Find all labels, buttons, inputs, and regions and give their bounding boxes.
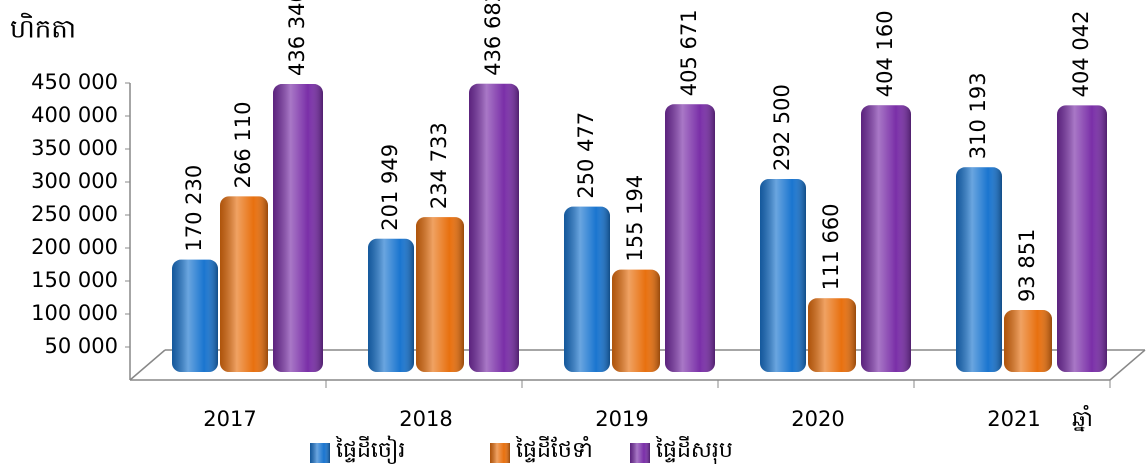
bar-shine — [861, 105, 911, 373]
bar-shine — [956, 167, 1002, 372]
x-tick-label: 2019 — [595, 407, 648, 431]
y-tick-label: 350 000 — [31, 136, 118, 160]
x-tick-label: 2020 — [791, 407, 844, 431]
legend-label: ផ្ទៃដីសរុប — [655, 436, 733, 464]
x-tick-label: 2018 — [399, 407, 452, 431]
bar-shine — [1057, 105, 1107, 373]
bar-shine — [172, 259, 218, 372]
y-tick-label: 150 000 — [31, 268, 118, 292]
x-tick-label: 2021 — [987, 407, 1040, 431]
value-label: 155 194 — [623, 175, 647, 262]
value-label: 234 733 — [427, 122, 451, 209]
y-tick-label: 50 000 — [45, 334, 118, 358]
value-label: 266 110 — [231, 102, 255, 189]
value-label: 310 193 — [966, 72, 990, 159]
bar-shine — [665, 104, 715, 372]
y-tick-label: 400 000 — [31, 103, 118, 127]
legend-swatch-shine — [630, 443, 650, 463]
legend-label: ផ្ទៃដីថែទាំ — [515, 436, 593, 463]
value-label: 405 671 — [677, 9, 701, 96]
bar-shine — [220, 196, 268, 372]
bar-shine — [1004, 310, 1052, 372]
value-label: 436 682 — [481, 0, 505, 76]
x-axis-label: ឆ្នាំ — [1072, 405, 1093, 432]
bar-shine — [808, 298, 856, 372]
bar-shine — [368, 238, 414, 372]
y-tick-label: 250 000 — [31, 202, 118, 226]
legend-swatch-shine — [310, 443, 330, 463]
value-label: 170 230 — [182, 165, 206, 252]
value-label: 404 160 — [873, 10, 897, 97]
bar-shine — [760, 178, 806, 372]
value-label: 436 340 — [285, 0, 309, 76]
value-label: 250 477 — [574, 112, 598, 199]
value-label: 111 660 — [819, 203, 843, 290]
x-tick-label: 2017 — [203, 407, 256, 431]
legend-swatch-shine — [490, 443, 510, 463]
bar-shine — [273, 84, 323, 373]
bar-shine — [612, 269, 660, 372]
y-tick-label: 100 000 — [31, 301, 118, 325]
value-label: 93 851 — [1015, 229, 1039, 302]
bar-shine — [564, 206, 610, 372]
bar-shine — [416, 217, 464, 372]
value-label: 201 949 — [378, 144, 402, 231]
y-tick-label: 450 000 — [31, 70, 118, 94]
y-tick-label: 200 000 — [31, 235, 118, 259]
value-label: 404 042 — [1069, 10, 1093, 97]
bar-shine — [469, 83, 519, 372]
value-label: 292 500 — [770, 84, 794, 171]
y-axis-label: ហិកតា — [10, 13, 76, 45]
legend-label: ផ្ទៃដីចៀរ — [335, 435, 405, 464]
y-tick-label: 300 000 — [31, 169, 118, 193]
